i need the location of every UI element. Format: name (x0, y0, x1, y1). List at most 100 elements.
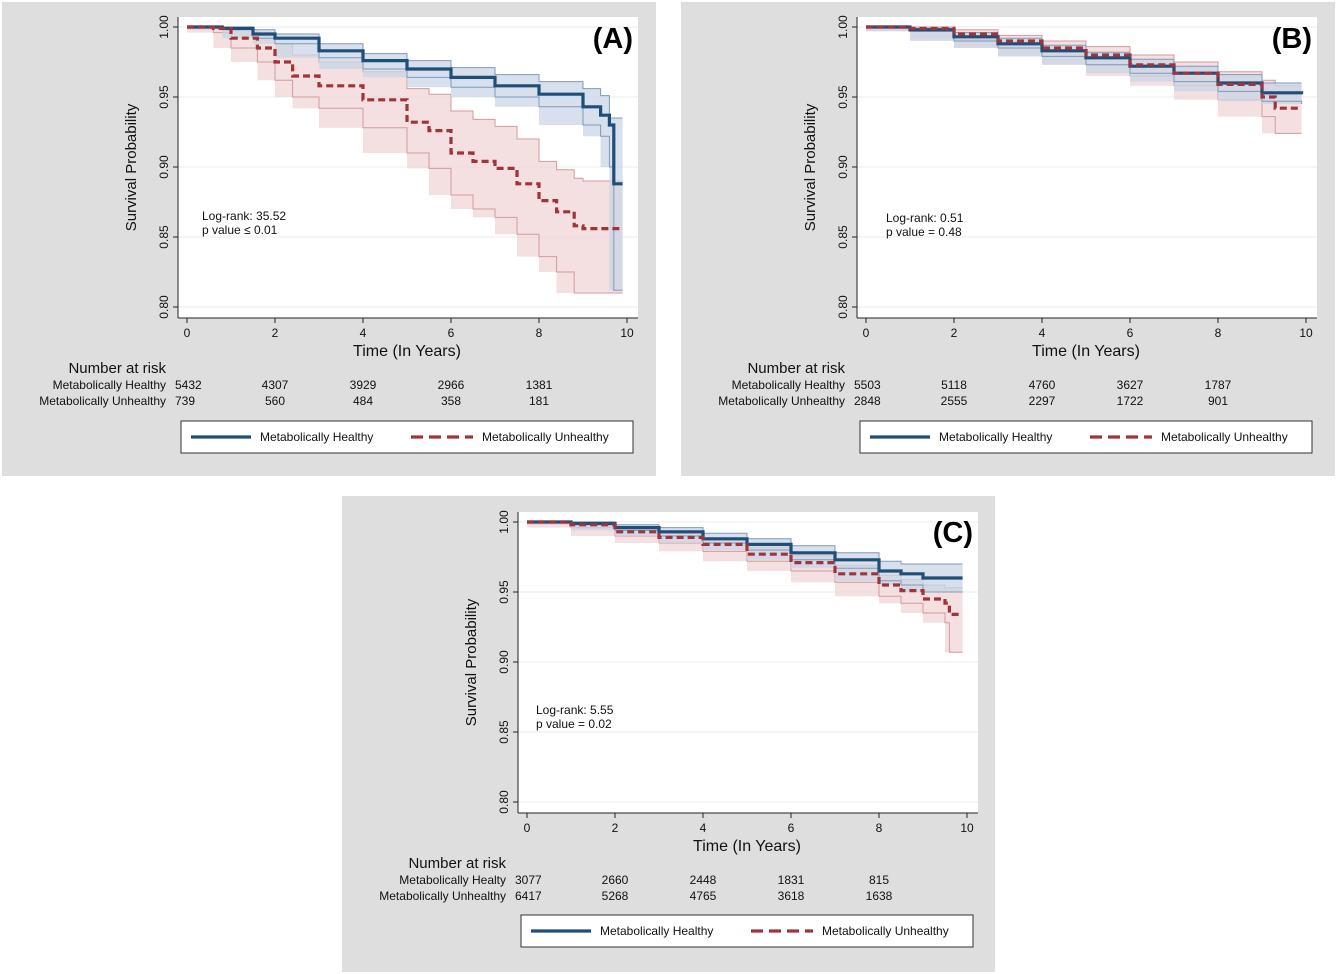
risk-value: 2966 (438, 378, 465, 392)
risk-value: 901 (1208, 394, 1228, 408)
y-tick-label: 0.85 (836, 225, 850, 249)
y-tick-label: 0.95 (497, 580, 511, 604)
y-tick-label: 0.90 (157, 155, 171, 179)
healthy-ci-lower (187, 26, 623, 291)
risk-value: 3077 (515, 873, 542, 887)
healthy-ci-band (187, 27, 623, 291)
risk-value: 1381 (526, 378, 553, 392)
legend-unhealthy-label: Metabolically Unhealthy (482, 430, 609, 444)
risk-value: 358 (441, 394, 461, 408)
legend-healthy-label: Metabolically Healthy (260, 430, 373, 444)
log-rank-text: Log-rank: 35.52 (202, 209, 286, 223)
risk-value: 181 (529, 394, 549, 408)
x-tick-label: 4 (360, 326, 367, 340)
y-tick-label: 0.80 (157, 295, 171, 319)
chart-a: 0.80 0.85 0.90 0.95 1.00 0 2 4 6 8 10 Survival Prob… (39, 15, 638, 454)
healthy-ci-band (866, 27, 1302, 104)
panel-b: 0.80 0.85 0.90 0.95 1.00 0 2 4 6 8 10 Survival Prob… (681, 2, 1335, 476)
chart-root: 0.80 0.85 0.90 0.95 1.00 0 2 4 6 8 10 Survival Prob… (39, 15, 638, 454)
p-value-text: p value ≤ 0.01 (202, 223, 278, 237)
x-tick-label: 8 (1215, 326, 1222, 340)
log-rank-text: Log-rank: 0.51 (886, 211, 964, 225)
y-axis-label: Survival Probability (463, 598, 480, 726)
risk-value: 4765 (690, 889, 717, 903)
healthy-survival-curve (187, 25, 623, 186)
panel-a: 0.80 0.85 0.90 0.95 1.00 0 2 4 6 8 10 Survival Prob… (2, 2, 656, 476)
risk-value: 6417 (515, 889, 542, 903)
x-tick-label: 6 (1127, 326, 1134, 340)
risk-value: 560 (265, 394, 285, 408)
y-tick-label: 1.00 (157, 15, 171, 39)
chart-c: 0.80 0.85 0.90 0.95 1.00 0 2 4 6 8 10 Survival Prob… (379, 510, 978, 948)
x-axis-label: Time (In Years) (693, 838, 801, 855)
risk-value: 2448 (690, 873, 717, 887)
risk-value: 2555 (941, 394, 968, 408)
risk-value: 1722 (1117, 394, 1144, 408)
risk-value: 484 (353, 394, 373, 408)
legend-healthy-label: Metabolically Healthy (600, 924, 713, 938)
risk-value: 1831 (778, 873, 805, 887)
healthy-ci-upper (187, 26, 623, 119)
unhealthy-survival-curve (187, 25, 623, 231)
risk-value: 3618 (778, 889, 805, 903)
unhealthy-ci-band (187, 27, 623, 293)
risk-row-label: Metabolically Healthy (732, 378, 845, 392)
panel-label: (C) (933, 517, 973, 549)
risk-value: 4760 (1029, 378, 1056, 392)
legend-box (180, 420, 634, 454)
risk-table-title: Number at risk (68, 360, 166, 377)
x-tick-label: 0 (863, 326, 870, 340)
risk-row-label: Metabolically Unhealthy (718, 394, 845, 408)
legend-unhealthy-label: Metabolically Unhealthy (822, 924, 949, 938)
chart-root: 0.80 0.85 0.90 0.95 1.00 0 2 4 6 8 10 Survival Prob… (718, 15, 1317, 454)
risk-value: 815 (869, 873, 889, 887)
y-tick-label: 0.95 (157, 85, 171, 109)
risk-row-label: Metabolically Healty (399, 873, 506, 887)
risk-value: 5118 (941, 378, 967, 392)
legend-healthy-label: Metabolically Healthy (939, 430, 1052, 444)
chart-root: 0.80 0.85 0.90 0.95 1.00 0 2 4 6 8 10 Survival Prob… (379, 510, 978, 948)
y-tick-label: 0.85 (157, 225, 171, 249)
healthy-ci-upper (527, 521, 963, 565)
unhealthy-ci-lower (187, 26, 623, 294)
x-tick-label: 0 (524, 821, 531, 835)
x-tick-label: 2 (951, 326, 958, 340)
legend-unhealthy-label: Metabolically Unhealthy (1161, 430, 1288, 444)
risk-table-title: Number at risk (747, 360, 845, 377)
risk-row-label: Metabolically Unhealthy (379, 889, 506, 903)
risk-value: 5503 (854, 378, 881, 392)
x-tick-label: 10 (620, 326, 634, 340)
x-tick-label: 0 (184, 326, 191, 340)
unhealthy-survival-curve (866, 25, 1302, 110)
x-tick-label: 8 (876, 821, 883, 835)
risk-value: 5268 (602, 889, 629, 903)
risk-value: 2297 (1029, 394, 1056, 408)
log-rank-text: Log-rank: 5.55 (536, 703, 614, 717)
y-tick-label: 0.80 (497, 790, 511, 814)
risk-value: 4307 (262, 378, 289, 392)
y-tick-label: 0.95 (836, 85, 850, 109)
risk-value: 3929 (350, 378, 377, 392)
y-axis-label: Survival Probability (802, 103, 819, 231)
risk-table-title: Number at risk (408, 855, 506, 872)
x-tick-label: 6 (788, 821, 795, 835)
x-tick-label: 10 (960, 821, 974, 835)
y-tick-label: 0.80 (836, 295, 850, 319)
x-axis-label: Time (In Years) (353, 343, 461, 360)
risk-value: 2848 (854, 394, 881, 408)
risk-value: 5432 (175, 378, 202, 392)
x-axis-label: Time (In Years) (1032, 343, 1140, 360)
x-tick-label: 2 (272, 326, 279, 340)
unhealthy-survival-curve (527, 520, 963, 616)
risk-value: 2660 (602, 873, 629, 887)
y-tick-label: 0.85 (497, 720, 511, 744)
p-value-text: p value = 0.48 (886, 225, 962, 239)
risk-row-label: Metabolically Unhealthy (39, 394, 166, 408)
x-tick-label: 4 (1039, 326, 1046, 340)
chart-b: 0.80 0.85 0.90 0.95 1.00 0 2 4 6 8 10 Survival Prob… (718, 15, 1317, 454)
risk-value: 1638 (866, 889, 893, 903)
x-tick-label: 10 (1299, 326, 1313, 340)
risk-row-label: Metabolically Healthy (53, 378, 166, 392)
x-tick-label: 2 (612, 821, 619, 835)
panel-label: (A) (593, 23, 633, 55)
